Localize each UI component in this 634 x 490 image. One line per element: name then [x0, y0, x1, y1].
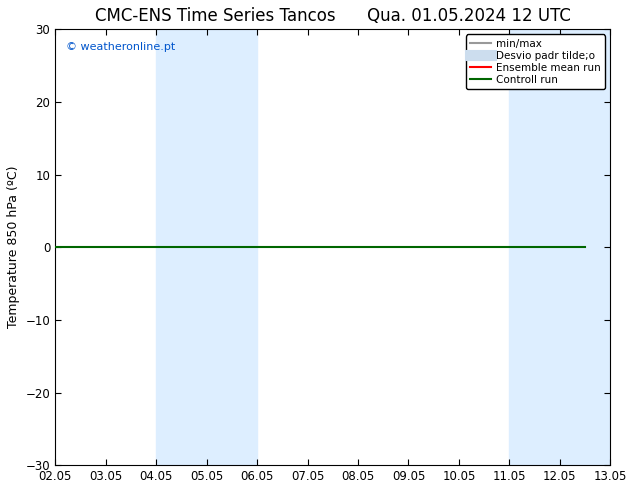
Text: © weatheronline.pt: © weatheronline.pt — [66, 42, 176, 52]
Title: CMC-ENS Time Series Tancos      Qua. 01.05.2024 12 UTC: CMC-ENS Time Series Tancos Qua. 01.05.20… — [95, 7, 571, 25]
Y-axis label: Temperature 850 hPa (ºC): Temperature 850 hPa (ºC) — [7, 166, 20, 328]
Legend: min/max, Desvio padr tilde;o, Ensemble mean run, Controll run: min/max, Desvio padr tilde;o, Ensemble m… — [466, 34, 605, 89]
Bar — [156, 29, 257, 465]
Bar — [509, 29, 611, 465]
